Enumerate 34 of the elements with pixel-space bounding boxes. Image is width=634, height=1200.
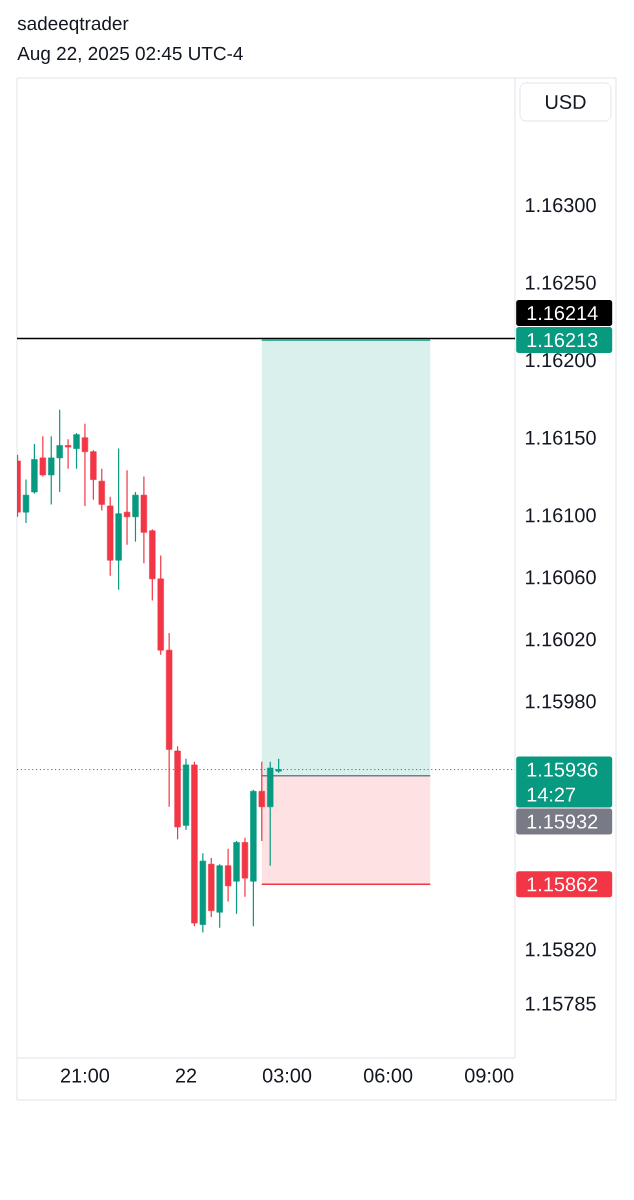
y-tick-label: 1.15980 [526,694,596,709]
candlestick [39,435,46,478]
x-tick-label: 06:00 [363,1068,413,1083]
ref-line-label: 1.16214 [527,306,598,321]
y-tick-label: 1.16250 [526,275,596,290]
candlestick [224,848,232,902]
text: 1.15862 [527,877,598,892]
candlestick [22,479,30,524]
candlestick [123,469,131,546]
y-tick-label: 1.16020 [526,632,596,647]
candlestick [81,423,89,507]
y-tick-label: 1.15820 [526,942,596,957]
candlestick [132,491,139,543]
text: USD [545,94,586,110]
y-tick-label: 1.15785 [526,996,596,1011]
y-tick-label: 1.16200 [526,353,596,368]
text: 1.16213 [527,333,598,348]
y-tick-label: 1.16060 [526,570,596,585]
x-tick-label: 03:00 [262,1068,312,1083]
x-tick-label: 21:00 [61,1068,110,1083]
text: 14:27 [527,787,576,802]
y-tick-label: 1.16150 [526,430,596,445]
candlestick [98,468,105,512]
candlestick [73,432,80,470]
x-tick-label: 09:00 [465,1068,514,1083]
y-tick-label: 1.16300 [526,198,596,213]
candlestick [258,761,265,842]
text: 1.15932 [527,814,598,829]
candlestick [64,438,72,470]
ref-line-label: 1.15936 [527,762,598,777]
y-tick-label: 1.16100 [526,508,596,523]
x-tick-label: 22 [175,1068,197,1083]
chart-title: sadeeqtrader [17,16,129,34]
chart-subtitle: Aug 22, 2025 02:45 UTC-4 [17,46,243,64]
